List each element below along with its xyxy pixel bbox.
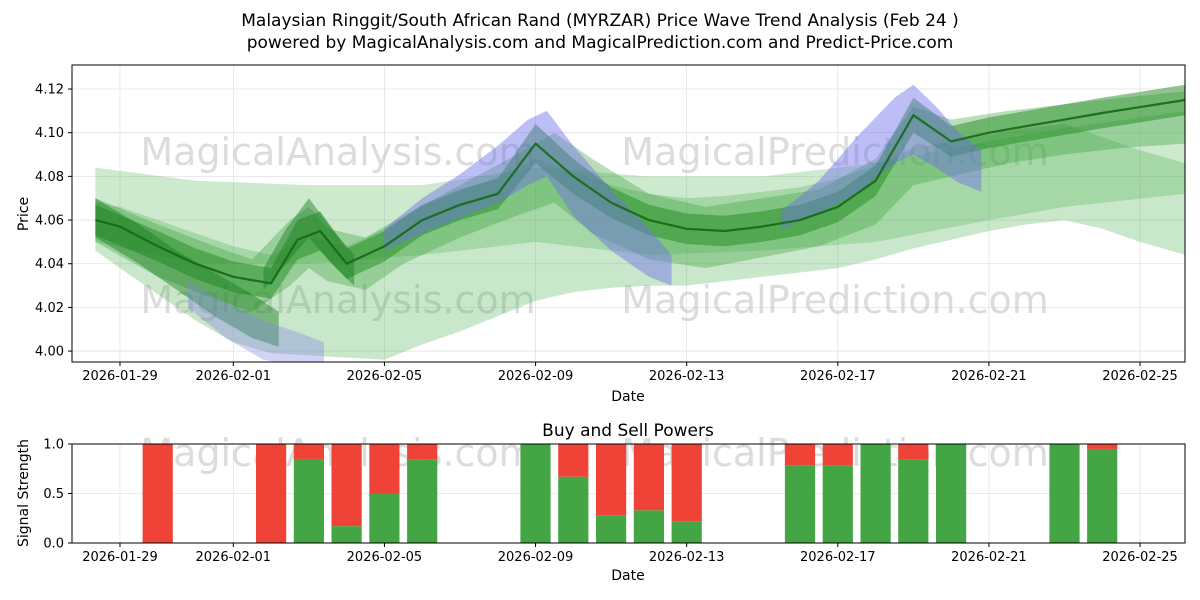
y-tick-label: 4.06 (35, 214, 64, 229)
date-axis-label-top: Date (611, 389, 645, 405)
x-tick-label: 2026-01-29 (82, 550, 158, 565)
y-tick-label: 4.02 (35, 301, 64, 316)
buy-power-bar (822, 465, 853, 543)
x-tick-label: 2026-02-09 (498, 369, 574, 384)
sell-power-bar (1087, 444, 1118, 449)
x-tick-label: 2026-02-05 (347, 369, 423, 384)
price-band-core-band (95, 84, 1185, 299)
price-band-middle-channel (95, 110, 1185, 264)
price-band-blue-wave-feb09 (384, 110, 672, 286)
buy-power-bar (558, 476, 589, 543)
x-tick-label: 2026-02-01 (196, 369, 272, 384)
sell-power-bar (558, 444, 589, 477)
buy-power-bar (1087, 448, 1118, 543)
sell-power-bar (898, 444, 929, 460)
sell-power-bar (293, 444, 324, 459)
y-tick-label: 0.5 (43, 487, 64, 502)
y-tick-label: 4.12 (35, 83, 64, 98)
sell-power-bar (596, 444, 627, 516)
buy-power-bar (633, 510, 664, 543)
buy-power-bar (1049, 444, 1080, 543)
x-tick-label: 2026-02-25 (1102, 550, 1178, 565)
figure-title-line2: powered by MagicalAnalysis.com and Magic… (246, 33, 954, 53)
plot-border (71, 64, 1186, 363)
buy-power-bar (596, 515, 627, 543)
buy-power-bar (784, 465, 816, 543)
sell-power-bar (142, 444, 173, 543)
y-tick-label: 1.0 (43, 438, 64, 453)
watermark-text: MagicalAnalysis.com (140, 278, 535, 322)
y-tick-label: 4.04 (35, 257, 64, 272)
buy-power-bar (898, 459, 929, 543)
price-band-blue-wave-feb01 (188, 281, 324, 362)
x-tick-label: 2026-02-25 (1102, 369, 1178, 384)
signal-strength-axis-label: Signal Strength (16, 438, 32, 548)
buy-power-bar (671, 521, 702, 543)
price-trend-line (95, 98, 1185, 285)
price-band-start-wedge (95, 198, 279, 347)
x-tick-label: 2026-01-29 (82, 369, 158, 384)
buy-power-bar (520, 444, 551, 543)
figure-title: Malaysian Ringgit/South African Rand (MY… (0, 10, 1200, 54)
date-axis-label-bottom: Date (611, 568, 645, 584)
price-band-outer-fan-low (95, 124, 1185, 360)
buy-power-bar (860, 444, 891, 543)
x-tick-label: 2026-02-17 (800, 550, 876, 565)
power-chart-title: Buy and Sell Powers (542, 421, 714, 441)
y-tick-label: 4.00 (35, 345, 64, 360)
buy-power-bar (293, 458, 324, 543)
x-tick-label: 2026-02-05 (347, 550, 423, 565)
x-tick-label: 2026-02-01 (196, 550, 272, 565)
x-tick-label: 2026-02-21 (951, 550, 1027, 565)
sell-power-bar (256, 444, 287, 543)
figure-title-line1: Malaysian Ringgit/South African Rand (MY… (241, 11, 959, 31)
sell-power-bar (407, 444, 438, 460)
price-axis-label: Price (16, 196, 32, 232)
watermark-text: MagicalPrediction.com (621, 278, 1049, 322)
x-tick-label: 2026-02-17 (800, 369, 876, 384)
sell-power-bar (369, 444, 400, 494)
sell-power-bar (671, 444, 702, 522)
sell-power-bar (633, 444, 664, 511)
y-tick-label: 4.08 (35, 170, 64, 185)
y-tick-label: 0.0 (43, 537, 64, 552)
x-tick-label: 2026-02-21 (951, 369, 1027, 384)
buy-power-bar (936, 444, 967, 543)
sell-power-bar (822, 444, 853, 466)
y-tick-label: 4.10 (35, 126, 64, 141)
x-tick-label: 2026-02-13 (649, 369, 725, 384)
buy-power-bar (407, 459, 438, 543)
price-band-blue-wave-feb19 (781, 84, 982, 229)
sell-power-bar (784, 444, 816, 466)
price-bands-group (95, 84, 1185, 362)
watermark-text: MagicalAnalysis.com (140, 130, 535, 174)
buy-power-bar (331, 526, 362, 543)
buy-power-bar (369, 493, 400, 543)
price-band-spike-wedge (263, 198, 355, 290)
x-tick-label: 2026-02-09 (498, 550, 574, 565)
x-tick-label: 2026-02-13 (649, 550, 725, 565)
sell-power-bar (331, 444, 362, 527)
